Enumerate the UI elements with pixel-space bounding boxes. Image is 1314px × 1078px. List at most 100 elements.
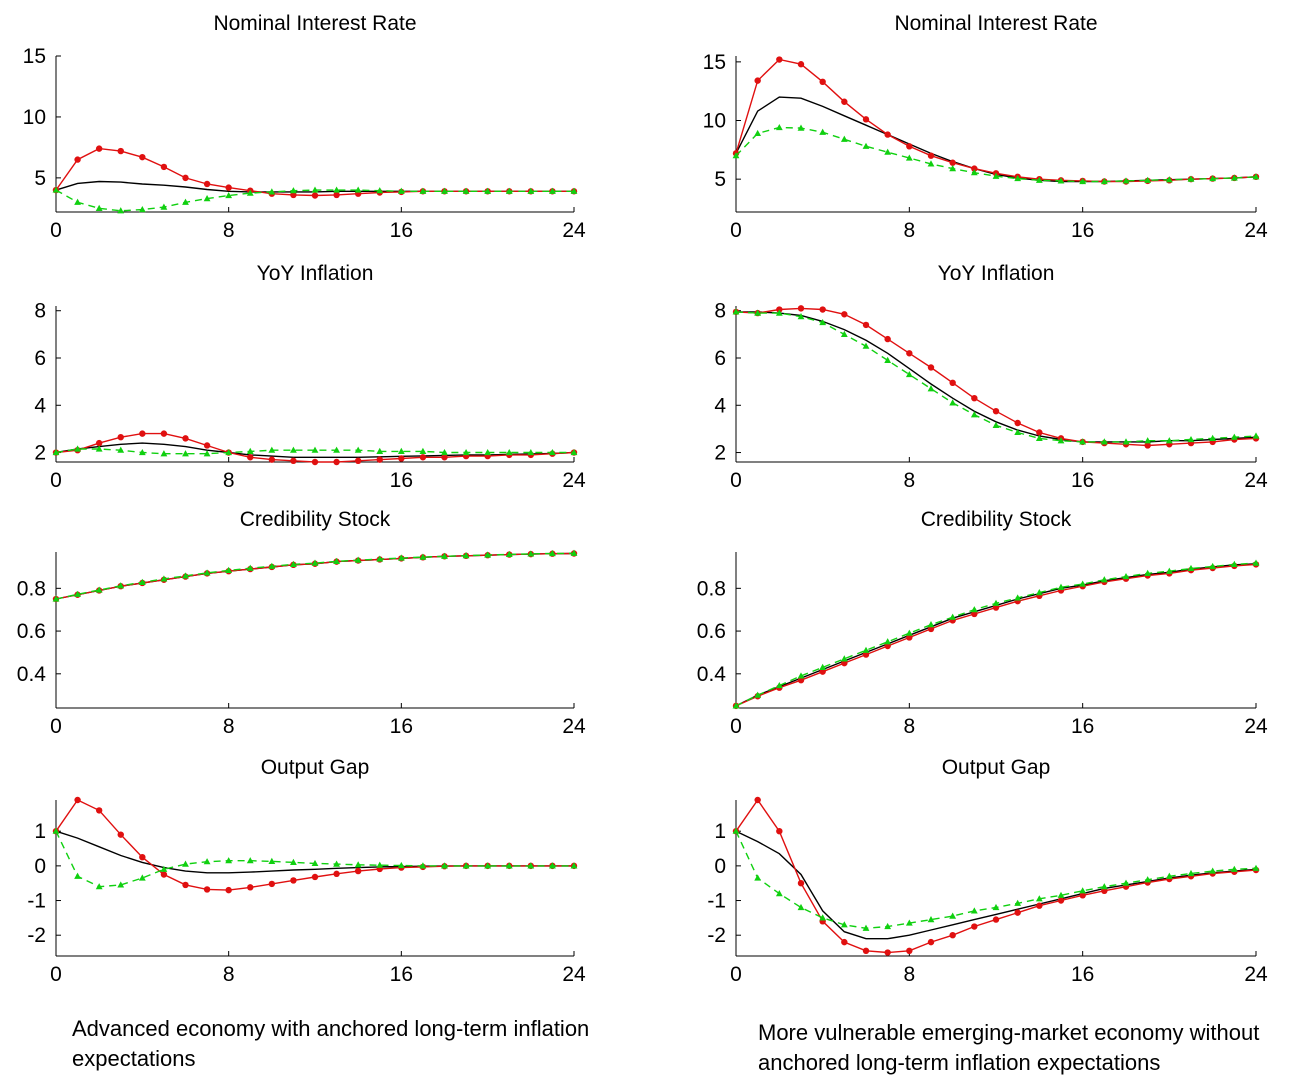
red-marker <box>118 434 124 440</box>
red-marker <box>96 807 102 813</box>
x-tick-label: 24 <box>1244 469 1268 492</box>
x-tick-label: 16 <box>1071 469 1094 492</box>
x-tick-label: 24 <box>1244 219 1268 242</box>
red-marker <box>312 192 318 198</box>
x-tick-label: 0 <box>730 469 742 492</box>
y-tick-label: -2 <box>27 924 46 947</box>
red-marker <box>884 131 890 137</box>
series-green-triangles-dashed <box>736 563 1256 706</box>
x-tick-label: 16 <box>390 469 413 492</box>
red-marker <box>139 154 145 160</box>
chart-left-3: Credibility Stock0 8 16 240.40.60.8 <box>17 508 586 738</box>
chart-title: Nominal Interest Rate <box>894 12 1097 35</box>
y-tick-label: 10 <box>703 110 726 133</box>
series-red-dots <box>736 564 1256 706</box>
red-marker <box>863 948 869 954</box>
chart-title: YoY Inflation <box>938 262 1055 285</box>
x-tick-label: 0 <box>730 963 742 986</box>
green-marker <box>1101 883 1108 889</box>
red-marker <box>290 877 296 883</box>
green-marker <box>1123 880 1130 886</box>
y-tick-label: 0.4 <box>17 663 47 686</box>
red-marker <box>971 923 977 929</box>
x-tick-label: 0 <box>50 469 62 492</box>
red-marker <box>269 456 275 462</box>
series-black-solid <box>736 564 1256 706</box>
chart-right-1: Nominal Interest Rate0 8 16 2451015 <box>703 12 1268 242</box>
red-marker <box>798 61 804 67</box>
red-marker <box>819 79 825 85</box>
red-marker <box>204 181 210 187</box>
x-tick-label: 16 <box>1071 715 1094 738</box>
green-marker <box>928 621 935 627</box>
x-tick-label: 16 <box>390 715 413 738</box>
chart-left-2: YoY Inflation0 8 16 242468 <box>34 262 586 492</box>
green-marker <box>863 647 870 653</box>
red-marker <box>819 306 825 312</box>
red-marker <box>96 440 102 446</box>
caption-left: Advanced economy with anchored long-term… <box>72 1014 632 1074</box>
red-marker <box>884 336 890 342</box>
green-marker <box>819 129 826 135</box>
red-marker <box>247 884 253 890</box>
chart-right-4: Output Gap0 8 16 24-2-101 <box>707 756 1268 986</box>
red-marker <box>1036 903 1042 909</box>
red-marker <box>776 828 782 834</box>
red-marker <box>420 454 426 460</box>
x-tick-label: 8 <box>223 219 235 242</box>
green-marker <box>1079 887 1086 893</box>
y-tick-label: 0.6 <box>697 620 726 643</box>
y-tick-label: 0.8 <box>17 577 46 600</box>
y-tick-label: 5 <box>34 167 46 190</box>
red-marker <box>312 874 318 880</box>
red-marker <box>333 192 339 198</box>
red-marker <box>993 916 999 922</box>
red-marker <box>754 797 760 803</box>
x-tick-label: 0 <box>730 715 742 738</box>
red-marker <box>993 408 999 414</box>
y-tick-label: 0 <box>714 855 726 878</box>
x-tick-label: 8 <box>223 963 235 986</box>
y-tick-label: 6 <box>714 347 726 370</box>
chart-left-4: Output Gap0 8 16 24-2-101 <box>27 756 586 986</box>
x-tick-label: 24 <box>1244 715 1268 738</box>
red-marker <box>1058 897 1064 903</box>
green-marker <box>1079 580 1086 586</box>
y-tick-label: 0.4 <box>697 663 727 686</box>
y-tick-label: 4 <box>34 394 46 417</box>
red-marker <box>398 455 404 461</box>
green-marker <box>906 371 913 377</box>
x-tick-label: 8 <box>903 469 915 492</box>
chart-title: Nominal Interest Rate <box>213 12 416 35</box>
red-marker <box>333 871 339 877</box>
green-marker <box>971 606 978 612</box>
red-marker <box>798 880 804 886</box>
red-marker <box>884 949 890 955</box>
red-marker <box>1014 420 1020 426</box>
red-marker <box>377 456 383 462</box>
red-marker <box>182 882 188 888</box>
green-marker <box>776 124 783 130</box>
x-tick-label: 0 <box>730 219 742 242</box>
red-marker <box>290 458 296 464</box>
x-tick-label: 24 <box>562 219 586 242</box>
red-marker <box>754 77 760 83</box>
red-marker <box>1036 429 1042 435</box>
x-tick-label: 0 <box>50 963 62 986</box>
red-marker <box>204 442 210 448</box>
red-marker <box>949 932 955 938</box>
x-tick-label: 24 <box>562 715 586 738</box>
green-marker <box>949 913 956 919</box>
chart-title: Output Gap <box>261 756 370 779</box>
red-marker <box>139 430 145 436</box>
green-marker <box>906 630 913 636</box>
y-tick-label: 6 <box>34 347 46 370</box>
y-tick-label: 10 <box>23 106 46 129</box>
red-marker <box>841 99 847 105</box>
green-marker <box>96 205 103 211</box>
red-marker <box>355 868 361 874</box>
red-marker <box>182 435 188 441</box>
green-marker <box>798 904 805 910</box>
red-marker <box>74 156 80 162</box>
chart-title: Credibility Stock <box>240 508 391 531</box>
